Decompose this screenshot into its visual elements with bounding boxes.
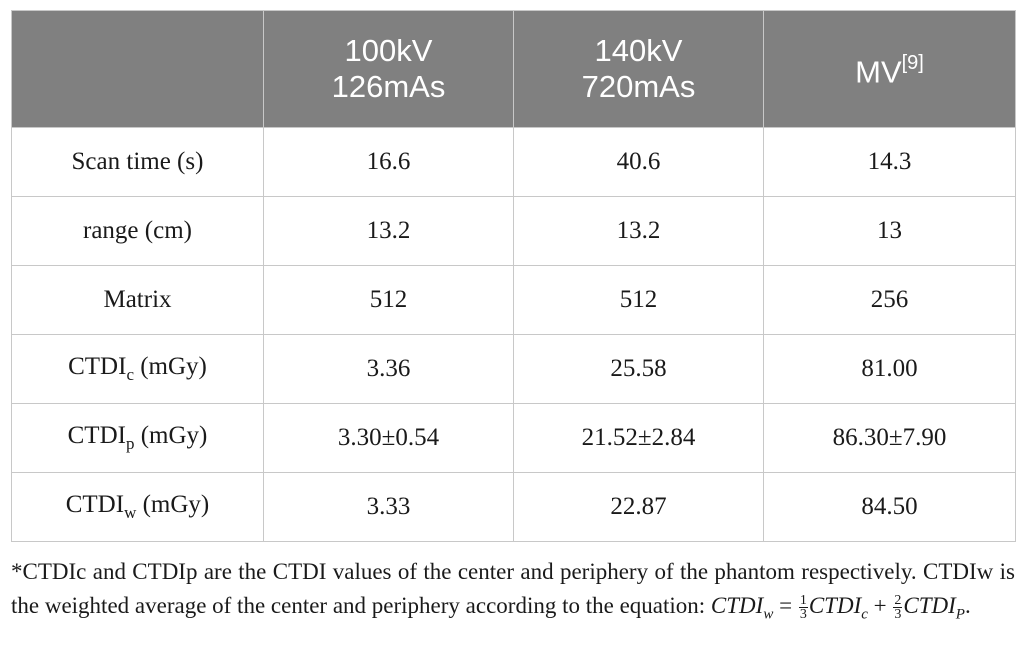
table-row: CTDIc (mGy) 3.36 25.58 81.00 — [11, 334, 1016, 404]
table-cell: 16.6 — [263, 127, 514, 197]
row-label: CTDI — [65, 491, 125, 518]
row-label-cell: Scan time (s) — [11, 127, 264, 197]
table-cell: 3.33 — [263, 472, 514, 542]
table-cell: 3.30±0.54 — [263, 403, 514, 473]
fraction-numerator: 1 — [798, 593, 808, 609]
table-row: CTDIw (mGy) 3.33 22.87 84.50 — [11, 472, 1016, 542]
table-cell: 86.30±7.90 — [763, 403, 1016, 473]
table-cell: 25.58 — [513, 334, 764, 404]
row-label-cell: CTDIp (mGy) — [11, 403, 264, 473]
eq-subscript: P — [955, 606, 965, 623]
table-row: Scan time (s) 16.6 40.6 14.3 — [11, 127, 1016, 197]
eq-term: CTDI — [903, 593, 956, 618]
header-cell-100kv: 100kV 126mAs — [263, 10, 514, 128]
eq-period: . — [964, 593, 971, 618]
ctdi-comparison-table: 100kV 126mAs 140kV 720mAs MV[9] Scan tim… — [11, 10, 1016, 542]
footnote-text: *CTDIc and CTDIp are the CTDI values of … — [11, 559, 1015, 618]
citation-reference: [9] — [901, 52, 924, 75]
fraction-denominator: 3 — [894, 607, 902, 623]
data-table-container: 100kV 126mAs 140kV 720mAs MV[9] Scan tim… — [11, 10, 1016, 542]
table-row: CTDIp (mGy) 3.30±0.54 21.52±2.84 86.30±7.90 — [11, 403, 1016, 473]
row-label-cell: range (cm) — [11, 196, 264, 266]
row-label-cell: CTDIw (mGy) — [11, 472, 264, 542]
eq-term: CTDI — [710, 593, 764, 618]
eq-subscript: w — [763, 606, 774, 623]
table-header-row: 100kV 126mAs 140kV 720mAs MV[9] — [11, 10, 1016, 128]
table-cell: 512 — [263, 265, 514, 335]
row-label-unit: (mGy) — [136, 491, 210, 518]
eq-term: CTDI — [808, 593, 862, 618]
header-cell-empty — [11, 10, 264, 128]
table-cell: 256 — [763, 265, 1016, 335]
table-cell: 3.36 — [263, 334, 514, 404]
row-label: Scan time (s) — [71, 148, 204, 175]
eq-operator: + — [867, 593, 893, 618]
row-label: range (cm) — [83, 217, 192, 244]
table-cell: 84.50 — [763, 472, 1016, 542]
header-cell-mv: MV[9] — [763, 10, 1016, 128]
row-label-subscript: w — [124, 503, 137, 522]
table-footnote: *CTDIc and CTDIp are the CTDI values of … — [11, 555, 1015, 632]
row-label-subscript: p — [125, 434, 135, 453]
row-label: CTDI — [67, 422, 126, 449]
header-line: MV — [855, 54, 902, 90]
header-line: 126mAs — [331, 69, 446, 104]
header-line: 140kV — [594, 33, 683, 68]
table-cell: 40.6 — [513, 127, 764, 197]
table-cell: 13.2 — [513, 196, 764, 266]
eq-operator: = — [773, 593, 798, 618]
table-cell: 14.3 — [763, 127, 1016, 197]
fraction-numerator: 2 — [893, 593, 903, 609]
table-row: range (cm) 13.2 13.2 13 — [11, 196, 1016, 266]
row-label-unit: (mGy) — [133, 353, 207, 380]
fraction-denominator: 3 — [799, 607, 807, 623]
table-body: Scan time (s) 16.6 40.6 14.3 range (cm) 13.2 1… — [11, 127, 1016, 542]
header-line: 100kV — [344, 33, 433, 68]
table-row: Matrix 512 512 256 — [11, 265, 1016, 335]
header-cell-140kv: 140kV 720mAs — [513, 10, 764, 128]
table-cell: 13 — [763, 196, 1016, 266]
row-label-cell: Matrix — [11, 265, 264, 335]
row-label: CTDI — [68, 353, 127, 380]
table-cell: 22.87 — [513, 472, 764, 542]
table-cell: 13.2 — [263, 196, 514, 266]
table-cell: 81.00 — [763, 334, 1016, 404]
ctdi-weighted-equation: CTDIw = 1 3 CTDIc + 2 3 CTDIP. — [710, 593, 971, 623]
table-cell: 512 — [513, 265, 764, 335]
row-label-unit: (mGy) — [134, 422, 208, 449]
header-line: 720mAs — [581, 69, 696, 104]
row-label-subscript: c — [126, 365, 134, 384]
eq-subscript: c — [861, 606, 868, 623]
row-label-cell: CTDIc (mGy) — [11, 334, 264, 404]
table-cell: 21.52±2.84 — [513, 403, 764, 473]
row-label: Matrix — [103, 286, 172, 313]
